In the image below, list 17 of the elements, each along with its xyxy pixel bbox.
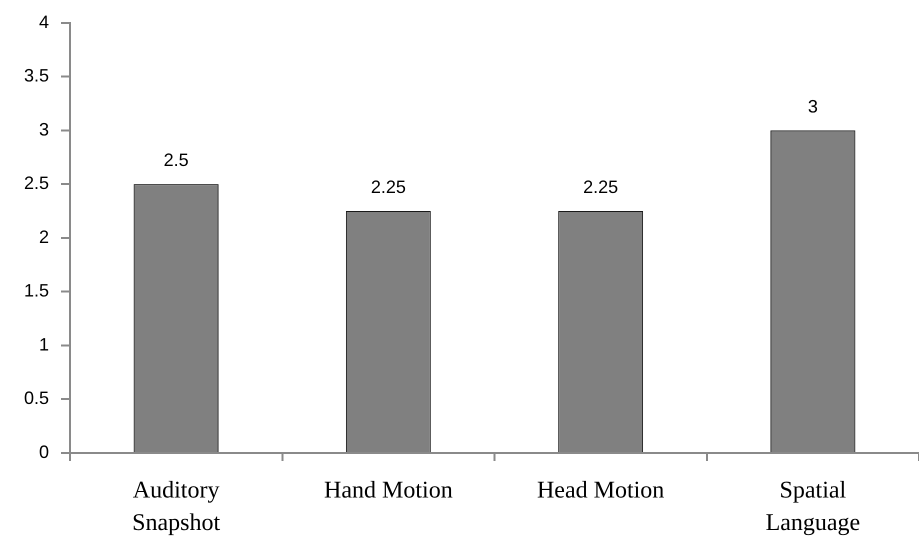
data-label: 3 <box>808 96 818 116</box>
data-label: 2.25 <box>370 176 406 197</box>
x-tick-label: Hand Motion <box>324 477 453 504</box>
data-label: 2.5 <box>164 150 189 170</box>
y-tick-label: 2 <box>38 226 49 247</box>
data-label: 2.25 <box>583 176 618 197</box>
y-tick-label: 0 <box>38 442 49 462</box>
x-tick-label: Spatial Language <box>766 477 860 536</box>
y-tick-label: 3.5 <box>24 66 49 86</box>
y-tick-label: 1 <box>38 334 49 354</box>
y-tick-label: 2.5 <box>24 173 49 194</box>
x-tick-label: Auditory Snapshot <box>132 477 220 536</box>
y-tick-label: 3 <box>38 119 49 140</box>
y-tick-label: 0.5 <box>24 388 49 408</box>
x-tick-label: Head Motion <box>536 477 664 504</box>
y-tick-label: 1.5 <box>24 280 49 301</box>
y-tick-label: 4 <box>38 12 49 32</box>
